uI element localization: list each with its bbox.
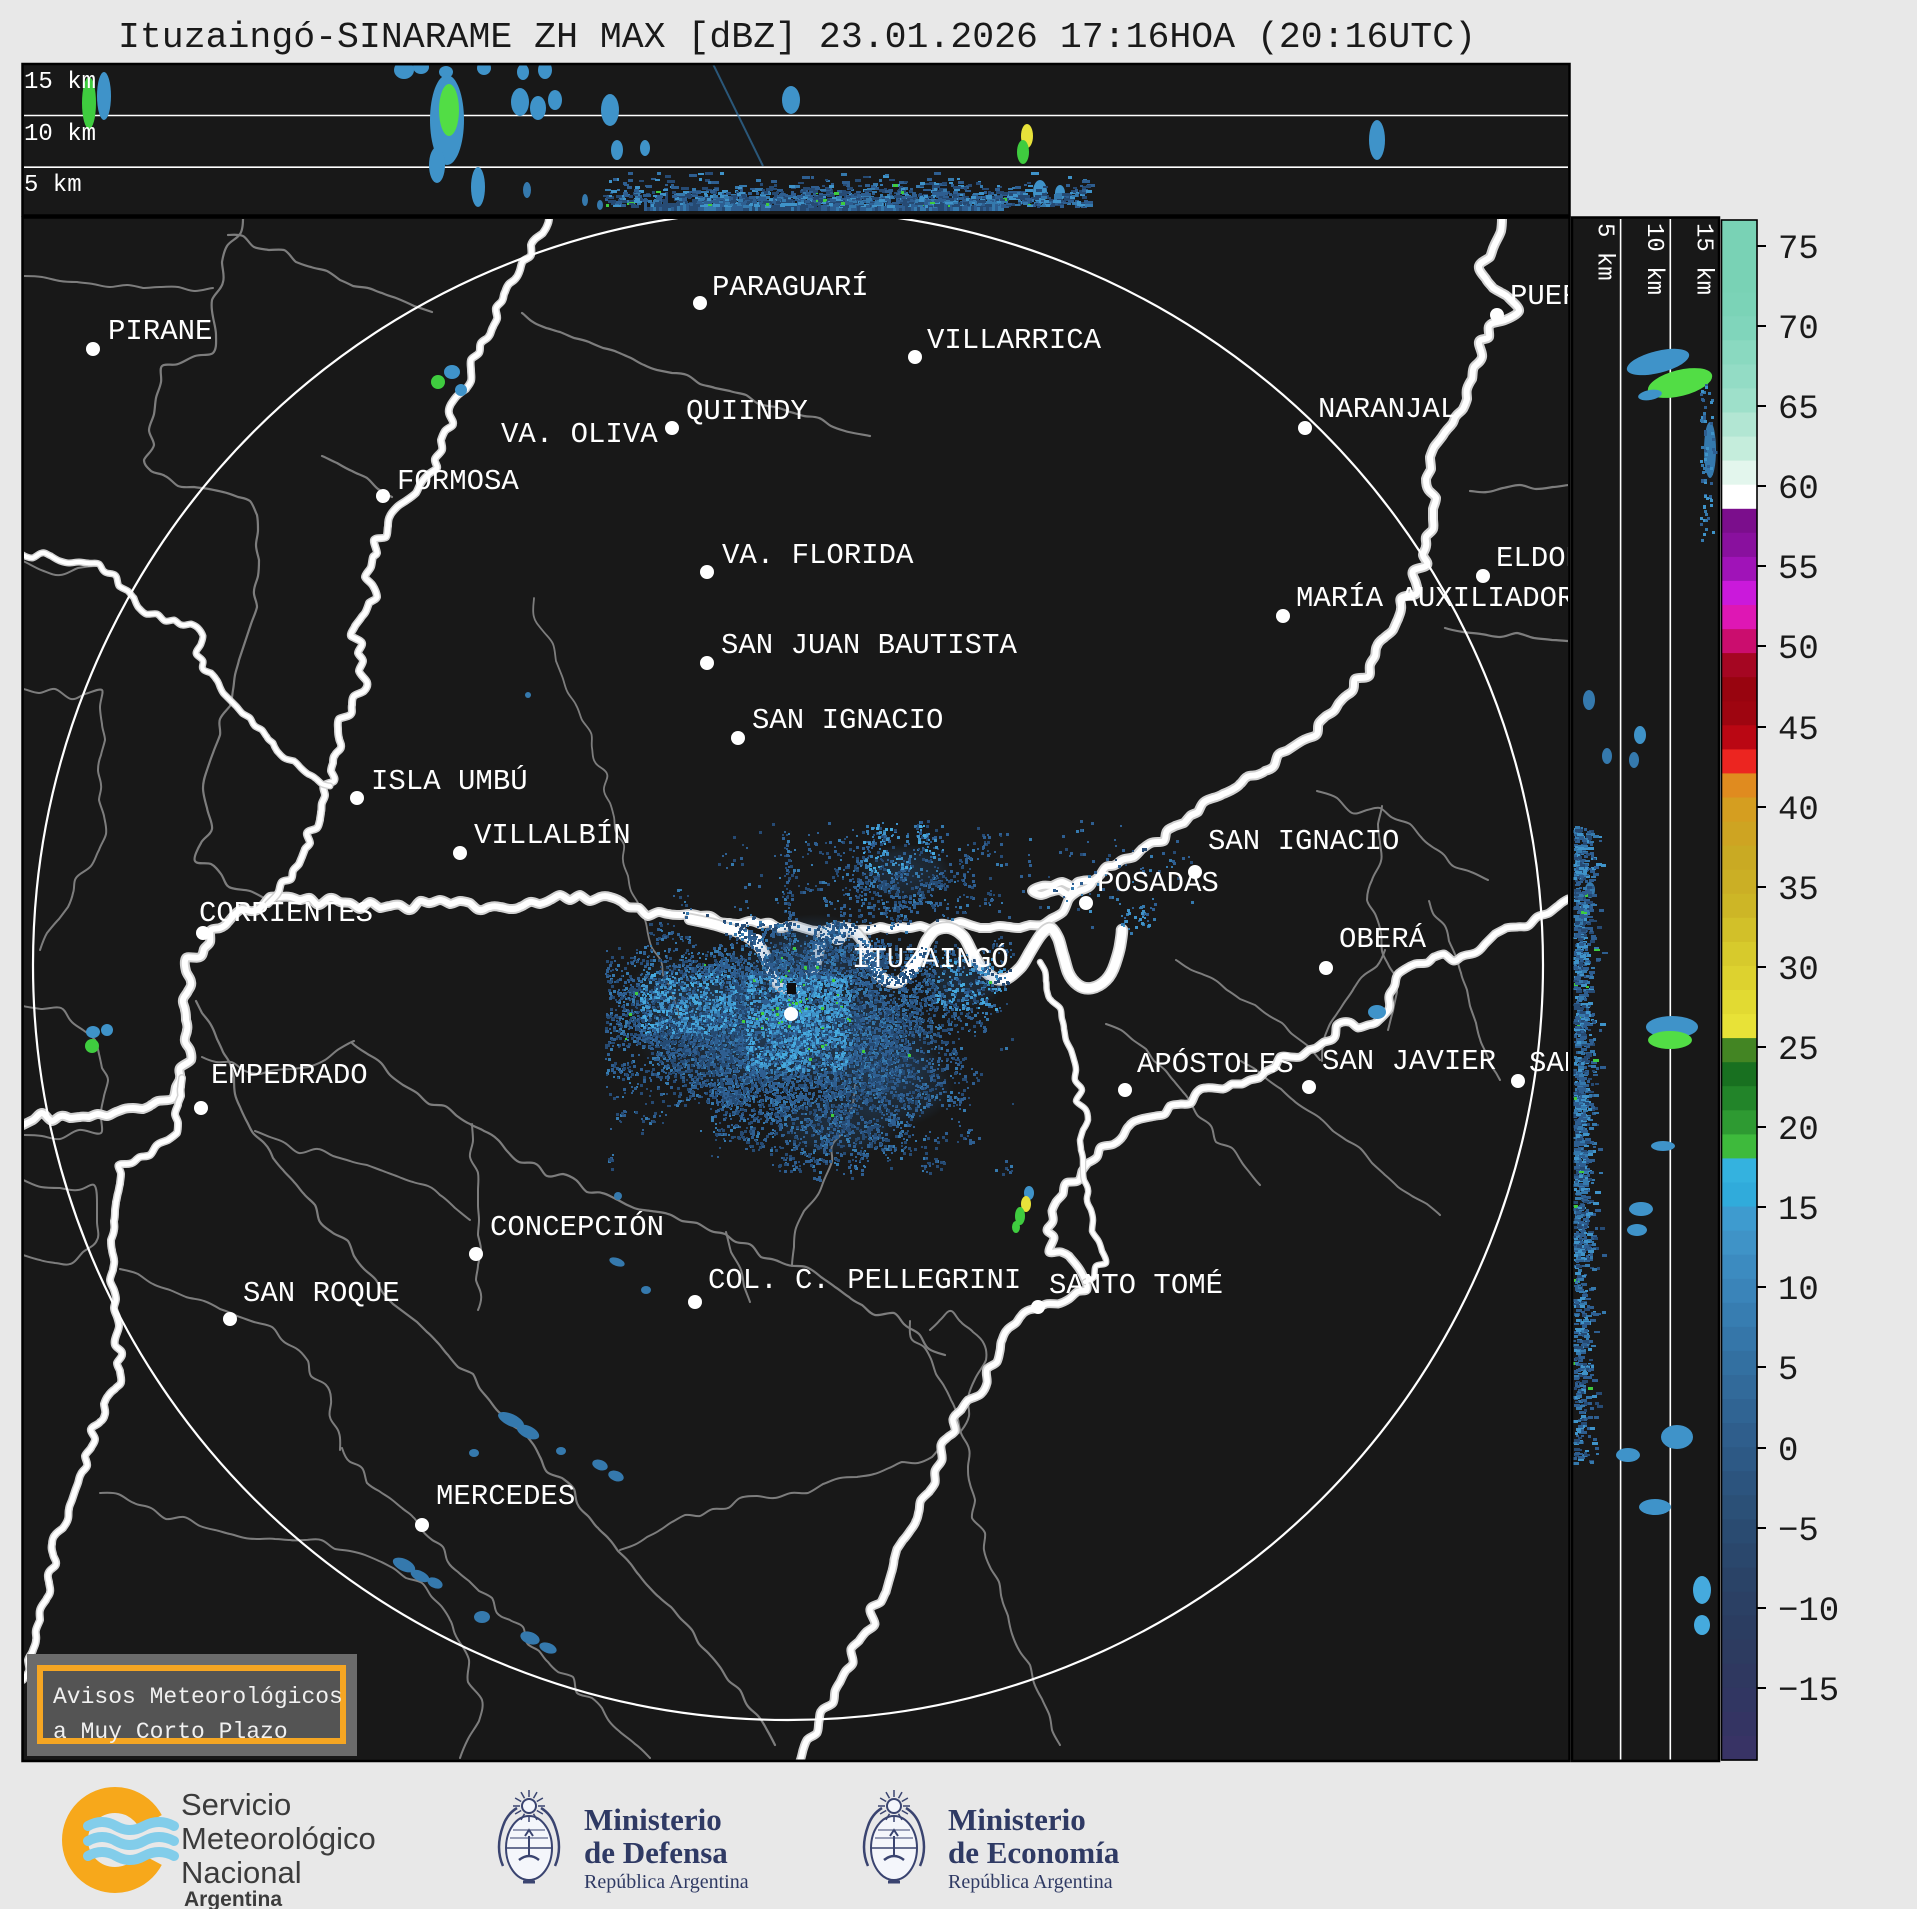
svg-text:CORRIENTES: CORRIENTES <box>199 897 373 930</box>
svg-text:30: 30 <box>1778 952 1819 990</box>
svg-text:SAN IGNACIO: SAN IGNACIO <box>752 704 943 737</box>
svg-text:PIRANE: PIRANE <box>108 315 212 348</box>
svg-text:20: 20 <box>1778 1112 1819 1150</box>
svg-text:40: 40 <box>1778 792 1819 830</box>
svg-text:VA. OLIVA: VA. OLIVA <box>501 418 658 451</box>
svg-text:−10: −10 <box>1778 1593 1839 1631</box>
svg-text:VILLALBÍN: VILLALBÍN <box>474 818 631 852</box>
svg-text:CONCEPCIÓN: CONCEPCIÓN <box>490 1210 664 1244</box>
svg-text:de Economía: de Economía <box>948 1835 1120 1870</box>
svg-text:SANTO TOMÉ: SANTO TOMÉ <box>1049 1268 1223 1302</box>
svg-text:Meteorológico: Meteorológico <box>181 1821 376 1856</box>
svg-text:25: 25 <box>1778 1032 1819 1070</box>
svg-text:15 km: 15 km <box>1690 223 1717 295</box>
svg-text:ELDORADO: ELDORADO <box>1496 542 1635 575</box>
svg-text:SAN JAVIER: SAN JAVIER <box>1322 1045 1496 1078</box>
svg-text:SAN VICENTE: SAN VICENTE <box>1529 1047 1720 1080</box>
svg-text:−5: −5 <box>1778 1513 1819 1551</box>
svg-text:QUIINDY: QUIINDY <box>686 395 808 428</box>
svg-text:Servicio: Servicio <box>181 1787 291 1822</box>
svg-text:Ituzaingó-SINARAME ZH MAX [dBZ: Ituzaingó-SINARAME ZH MAX [dBZ] 23.01.20… <box>118 17 1476 58</box>
svg-text:de Defensa: de Defensa <box>584 1835 728 1870</box>
svg-text:República Argentina: República Argentina <box>584 1871 749 1893</box>
svg-text:50: 50 <box>1778 631 1819 669</box>
svg-text:55: 55 <box>1778 551 1819 589</box>
svg-text:República Argentina: República Argentina <box>948 1871 1113 1893</box>
svg-text:Ministerio: Ministerio <box>948 1802 1086 1837</box>
svg-text:Avisos Meteorológicos: Avisos Meteorológicos <box>53 1684 343 1710</box>
svg-text:10 km: 10 km <box>1640 223 1667 295</box>
svg-text:OBERÁ: OBERÁ <box>1339 922 1427 956</box>
svg-text:Argentina: Argentina <box>184 1888 282 1909</box>
svg-text:FORMOSA: FORMOSA <box>397 465 519 498</box>
svg-text:SAN IGNACIO: SAN IGNACIO <box>1208 825 1399 858</box>
svg-text:EMPEDRADO: EMPEDRADO <box>211 1059 368 1092</box>
svg-text:POSADAS: POSADAS <box>1097 867 1219 900</box>
svg-text:5: 5 <box>1778 1352 1798 1390</box>
svg-text:15: 15 <box>1778 1192 1819 1230</box>
svg-text:APÓSTOLES: APÓSTOLES <box>1137 1047 1294 1081</box>
svg-text:NARANJAL: NARANJAL <box>1318 393 1457 426</box>
svg-text:60: 60 <box>1778 471 1819 509</box>
svg-text:a Muy Corto Plazo: a Muy Corto Plazo <box>53 1719 288 1745</box>
svg-text:VA. FLORIDA: VA. FLORIDA <box>722 539 914 572</box>
svg-text:70: 70 <box>1778 311 1819 349</box>
svg-text:MARÍA AUXILIADORA: MARÍA AUXILIADORA <box>1296 581 1592 615</box>
svg-text:Ministerio: Ministerio <box>584 1802 722 1837</box>
svg-text:−15: −15 <box>1778 1673 1839 1711</box>
svg-text:MERCEDES: MERCEDES <box>436 1480 575 1513</box>
svg-text:SAN JUAN BAUTISTA: SAN JUAN BAUTISTA <box>721 629 1017 662</box>
svg-text:COL. C. PELLEGRINI: COL. C. PELLEGRINI <box>708 1264 1021 1297</box>
svg-text:0: 0 <box>1778 1433 1798 1471</box>
svg-text:10 km: 10 km <box>24 121 96 148</box>
svg-text:PARAGUARÍ: PARAGUARÍ <box>712 270 869 304</box>
svg-text:10: 10 <box>1778 1272 1819 1310</box>
svg-text:ISLA UMBÚ: ISLA UMBÚ <box>371 764 528 798</box>
svg-text:45: 45 <box>1778 712 1819 750</box>
svg-text:65: 65 <box>1778 391 1819 429</box>
svg-text:SAN ROQUE: SAN ROQUE <box>243 1277 400 1310</box>
svg-text:VILLARRICA: VILLARRICA <box>927 324 1102 357</box>
svg-text:5 km: 5 km <box>1591 223 1618 281</box>
svg-text:15 km: 15 km <box>24 69 96 96</box>
svg-text:5 km: 5 km <box>24 172 82 199</box>
svg-text:35: 35 <box>1778 872 1819 910</box>
svg-text:75: 75 <box>1778 231 1819 269</box>
svg-text:ITUZAINGÓ: ITUZAINGÓ <box>852 942 1009 976</box>
svg-text:Nacional: Nacional <box>181 1855 302 1890</box>
svg-text:PUERTO RICO: PUERTO RICO <box>1510 280 1701 313</box>
